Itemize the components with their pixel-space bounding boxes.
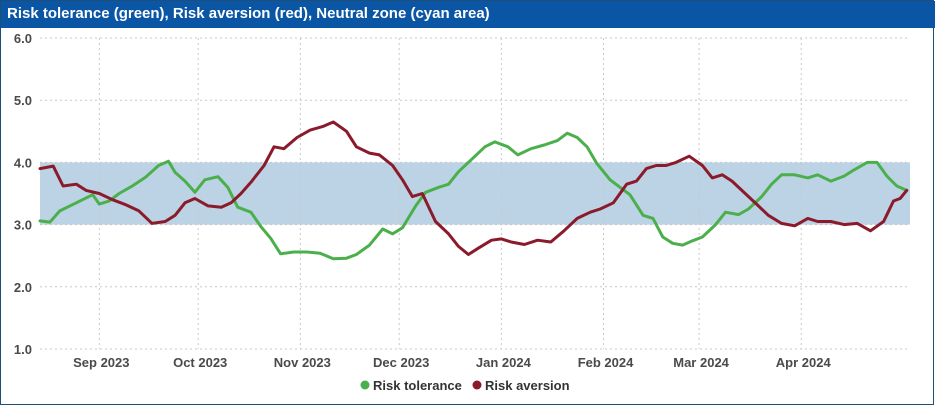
x-tick-label: Sep 2023 (73, 355, 129, 370)
chart-title: Risk tolerance (green), Risk aversion (r… (7, 5, 490, 22)
legend-marker (360, 380, 370, 390)
series-line-risk-tolerance (38, 131, 909, 261)
series-line-risk-aversion (38, 120, 909, 256)
x-tick-label: Feb 2024 (578, 355, 634, 370)
neutral-zone-band (40, 162, 910, 225)
legend-marker (472, 380, 482, 390)
y-tick-label: 1.0 (14, 342, 32, 357)
y-tick-label: 4.0 (14, 155, 32, 170)
title-bar: Risk tolerance (green), Risk aversion (r… (1, 1, 935, 28)
x-tick-label: Oct 2023 (173, 355, 227, 370)
x-tick-label: Jan 2024 (476, 355, 532, 370)
legend-label: Risk tolerance (373, 378, 462, 393)
x-tick-label: Dec 2023 (373, 355, 429, 370)
y-tick-label: 2.0 (14, 280, 32, 295)
y-tick-label: 6.0 (14, 31, 32, 46)
y-tick-label: 5.0 (14, 93, 32, 108)
x-tick-label: Mar 2024 (673, 355, 729, 370)
y-tick-label: 3.0 (14, 218, 32, 233)
legend-label: Risk aversion (485, 378, 570, 393)
x-tick-label: Apr 2024 (776, 355, 832, 370)
x-tick-label: Nov 2023 (274, 355, 331, 370)
